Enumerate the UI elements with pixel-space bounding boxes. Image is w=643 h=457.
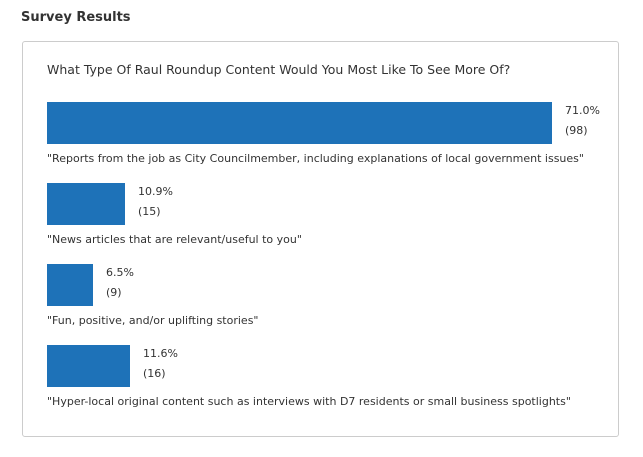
bar-row: 11.6% (16) "Hyper-local original content s… [47, 345, 607, 415]
bar-count-label: (9) [106, 286, 122, 299]
answer-label: "News articles that are relevant/useful … [47, 233, 302, 246]
bar [47, 264, 93, 306]
answer-label: "Reports from the job as City Councilmem… [47, 152, 584, 165]
section-title: Survey Results [21, 10, 131, 25]
chart-title: What Type Of Raul Roundup Content Would … [47, 62, 511, 77]
bar-percent-label: 10.9% [138, 185, 173, 198]
bar [47, 345, 130, 387]
bar-count-label: (98) [565, 124, 588, 137]
bar-percent-label: 71.0% [565, 104, 600, 117]
bar-percent-label: 6.5% [106, 266, 134, 279]
survey-chart-card: What Type Of Raul Roundup Content Would … [22, 41, 619, 437]
bar-row: 6.5% (9) "Fun, positive, and/or uplifting … [47, 264, 607, 334]
bar-count-label: (16) [143, 367, 166, 380]
bar-count-label: (15) [138, 205, 161, 218]
bar-percent-label: 11.6% [143, 347, 178, 360]
answer-label: "Fun, positive, and/or uplifting stories… [47, 314, 259, 327]
bar [47, 183, 125, 225]
bar-row: 10.9% (15) "News articles that are relevan… [47, 183, 607, 253]
answer-label: "Hyper-local original content such as in… [47, 395, 571, 408]
bar [47, 102, 552, 144]
bar-row: 71.0% (98) "Reports from the job as City C… [47, 102, 607, 172]
